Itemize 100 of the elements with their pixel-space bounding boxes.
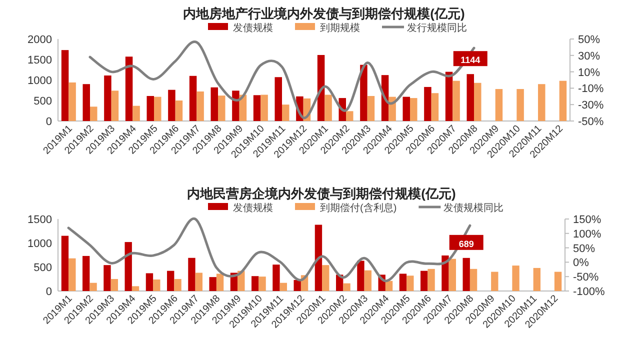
legend-label: 到期偿付(含利息) (320, 202, 397, 214)
bar (324, 94, 332, 121)
bar (124, 242, 132, 291)
bar (174, 279, 182, 291)
y-tick-label: 1000 (28, 75, 52, 87)
bar (232, 90, 240, 121)
bar (512, 266, 520, 291)
y-tick-label: 0 (46, 286, 52, 298)
bar (167, 270, 174, 291)
bar (188, 258, 196, 291)
bar (61, 236, 69, 291)
bar (360, 64, 368, 121)
bar (402, 96, 410, 121)
bar (146, 273, 154, 291)
bar (431, 93, 439, 121)
bar (253, 95, 261, 121)
bar (90, 106, 98, 121)
bar (357, 260, 364, 291)
bar (218, 96, 226, 121)
y2-tick-label: 50% (573, 242, 596, 255)
bar (466, 74, 474, 121)
bar (410, 98, 418, 121)
bar (420, 270, 428, 291)
y-tick-label: 0 (46, 116, 52, 128)
y2-tick-label: 100% (573, 228, 602, 240)
y2-tick-label: 10% (578, 66, 600, 79)
bar (474, 82, 482, 121)
y2-tick-label: -10% (578, 83, 604, 96)
y-tick-label: 1000 (28, 238, 52, 250)
bar (153, 279, 160, 291)
bar (175, 100, 183, 121)
bar (346, 111, 354, 121)
bar (343, 283, 350, 291)
y2-tick-label: 30% (578, 50, 600, 62)
bar (516, 89, 524, 121)
y2-tick-label: -30% (578, 100, 604, 112)
bar (258, 276, 266, 291)
bar (209, 277, 216, 291)
bar (462, 258, 470, 291)
bar (470, 268, 478, 291)
bar (68, 82, 76, 121)
bar (146, 96, 154, 121)
bar (491, 272, 498, 291)
y2-tick-label: 150% (573, 214, 602, 226)
legend-label: 发债规模 (233, 22, 273, 34)
bar (132, 286, 140, 291)
bar (189, 76, 197, 121)
chart-title: 内地房地产行业境内外发债与到期偿付规模(亿元) (183, 6, 465, 21)
bar (495, 89, 503, 121)
legend-label: 发债规模同比 (444, 202, 504, 214)
bar (111, 90, 119, 121)
bar (448, 258, 456, 291)
bar (314, 224, 322, 291)
bar (442, 255, 449, 291)
bar (196, 91, 204, 121)
bar (125, 56, 133, 121)
y2-tick-label: 0% (573, 257, 590, 270)
bar (168, 90, 176, 121)
y-tick-label: 1500 (28, 214, 52, 226)
bar (428, 268, 435, 291)
legend-label: 到期规模 (320, 22, 360, 34)
bar (90, 282, 97, 291)
bar (104, 265, 111, 291)
bar (282, 104, 290, 121)
y-tick-label: 500 (34, 262, 52, 274)
bar (538, 84, 546, 121)
bar (252, 276, 259, 291)
y2-tick-label: -50% (573, 272, 599, 284)
bar (445, 72, 453, 121)
bar (61, 50, 69, 121)
y2-tick-label: 50% (578, 34, 600, 46)
bar (274, 77, 282, 121)
bar (554, 272, 562, 291)
bar (82, 256, 90, 291)
data-label: 1144 (460, 55, 480, 66)
legend-label: 发行规模同比 (407, 22, 467, 34)
line-series (67, 218, 472, 282)
chart-title: 内地民营房企境内外发债与到期偿付规模(亿元) (187, 186, 456, 201)
bar (260, 94, 268, 121)
bar (110, 279, 118, 291)
bar (424, 86, 432, 121)
legend-label: 发债规模 (233, 202, 273, 214)
bar (406, 276, 414, 291)
bar (68, 258, 76, 291)
bar (399, 274, 407, 291)
bar (216, 274, 224, 291)
bar (322, 265, 330, 291)
bar (364, 270, 372, 291)
y-tick-label: 500 (34, 96, 52, 108)
y2-tick-label: -100% (573, 286, 606, 298)
bar (210, 87, 218, 121)
data-label: 689 (458, 238, 474, 249)
bar (82, 84, 90, 121)
bar (272, 264, 280, 291)
y-tick-label: 1500 (28, 54, 52, 66)
bar (154, 96, 162, 121)
bar (385, 280, 393, 291)
y-tick-label: 2000 (28, 34, 52, 46)
bar (294, 280, 301, 291)
bar (533, 268, 540, 291)
